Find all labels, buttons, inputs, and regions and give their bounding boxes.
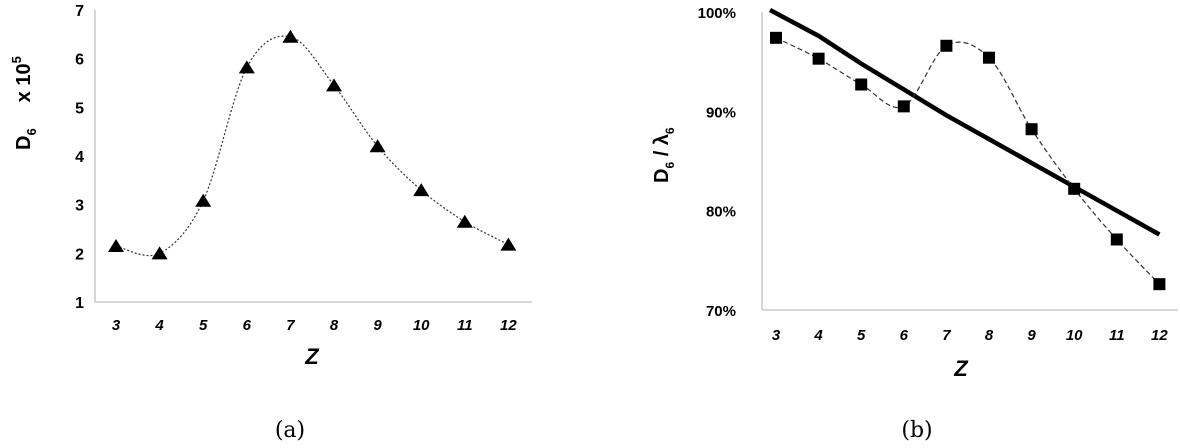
chart-a-x-tick-label: 12: [500, 317, 517, 334]
chart-a-x-tick-label: 8: [330, 317, 339, 334]
chart-b-y-ticks: 70% 80% 90% 100%: [698, 5, 736, 320]
chart-a-y-label-main: D: [13, 136, 35, 150]
chart-b-square-marker: [897, 100, 910, 113]
chart-b-y-label-sub2: 6: [663, 127, 677, 134]
chart-b-markers: [770, 31, 1166, 291]
chart-a-triangle-marker: [500, 237, 517, 251]
chart-a-y-tick-label: 2: [75, 246, 84, 263]
chart-b-x-tick-label: 7: [942, 327, 951, 344]
chart-a-y-tick-label: 7: [75, 3, 84, 20]
chart-b-x-tick-label: 4: [813, 327, 823, 344]
chart-b-square-marker: [983, 51, 995, 64]
chart-a-triangle-marker: [369, 139, 386, 153]
chart-b-square-marker: [1025, 123, 1038, 136]
chart-b-x-tick-label: 6: [900, 327, 909, 344]
chart-a-x-tick-label: 5: [199, 317, 208, 334]
chart-b-square-marker: [812, 52, 825, 65]
chart-a-x-tick-label: 6: [243, 317, 252, 334]
chart-a-triangle-marker: [151, 246, 168, 260]
chart-b-x-tick-label: 10: [1066, 327, 1083, 344]
chart-a-triangle-marker: [108, 239, 124, 253]
chart-b-x-tick-label: 11: [1109, 327, 1125, 344]
chart-a-x-tick-label: 10: [413, 317, 430, 334]
chart-b-y-tick-label: 80%: [706, 204, 736, 221]
chart-a-triangle-marker: [456, 214, 473, 228]
svg-text:D6 / λ6: D6 / λ6: [651, 127, 677, 183]
chart-b-x-tick-label: 3: [772, 327, 781, 344]
chart-a-triangle-marker: [282, 29, 299, 43]
chart-b-x-tick-label: 8: [985, 327, 994, 344]
chart-a-y-label-sub: 6: [24, 128, 39, 135]
chart-b-caption: (b): [901, 418, 932, 443]
chart-a-y-tick-label: 5: [75, 100, 84, 117]
chart-b-y-label-mid: / λ: [651, 134, 673, 162]
chart-a-x-tick-label: 7: [286, 317, 295, 334]
chart-b-square-marker: [770, 31, 782, 44]
chart-a-x-tick-label: 3: [112, 317, 121, 334]
chart-a-y-label-exp: 5: [9, 56, 24, 63]
chart-a-y-ticks: 1 2 3 4 5 6 7: [75, 3, 84, 312]
chart-a-triangle-marker: [413, 183, 430, 197]
chart-a-y-tick-label: 4: [75, 149, 84, 166]
chart-b-y-label: D6 / λ6: [651, 127, 677, 183]
chart-a-triangle-marker: [238, 60, 255, 74]
chart-a-caption: (a): [275, 418, 305, 443]
chart-a-x-tick-label: 4: [154, 317, 164, 334]
chart-b-trend-line: [768, 8, 1161, 237]
chart-a-series-line: [115, 35, 509, 257]
chart-a-x-tick-label: 9: [373, 317, 382, 334]
chart-b-y-tick-label: 70%: [706, 303, 736, 320]
chart-b-y-label-main: D: [651, 169, 673, 183]
chart-b-y-label-sub: 6: [663, 162, 677, 169]
chart-a-y-label-scale: x 10: [13, 63, 35, 102]
chart-b-square-marker: [1110, 233, 1123, 246]
chart-b-y-tick-label: 100%: [698, 5, 736, 22]
chart-a-y-tick-label: 6: [75, 52, 84, 69]
chart-b-square-marker: [1068, 182, 1081, 195]
chart-b-square-marker: [855, 78, 868, 91]
chart-a-x-tick-label: 11: [457, 317, 473, 334]
chart-a-markers: [108, 29, 517, 260]
chart-b-y-tick-label: 90%: [706, 104, 736, 121]
chart-a-triangle-marker: [326, 78, 342, 92]
chart-a-x-ticks: 3 4 5 6 7 8 9 10 11 12: [112, 317, 518, 334]
chart-a-x-label: Z: [304, 344, 320, 369]
chart-b-x-ticks: 3 4 5 6 7 8 9 10 11 12: [772, 327, 1169, 344]
chart-b-square-marker: [940, 39, 953, 52]
chart-b-x-tick-label: 12: [1151, 327, 1168, 344]
chart-a-y-label: D6 x 105: [9, 56, 39, 150]
chart-a-y-tick-label: 3: [75, 198, 84, 215]
chart-b: 70%80%90%100% 3 4 5 6 7 8 9 10 11 12 Z D6 / λ6 (b…: [651, 5, 1178, 443]
chart-a-y-tick-label: 1: [75, 295, 84, 312]
chart-b-x-tick-label: 9: [1027, 327, 1036, 344]
chart-b-square-marker: [1153, 278, 1166, 291]
svg-text:D6x 105: D6 x 105: [9, 56, 39, 150]
chart-b-x-label: Z: [953, 356, 969, 381]
chart-a-triangle-marker: [195, 193, 212, 207]
chart-b-x-tick-label: 5: [857, 327, 866, 344]
chart-b-series-line: [775, 37, 1160, 285]
